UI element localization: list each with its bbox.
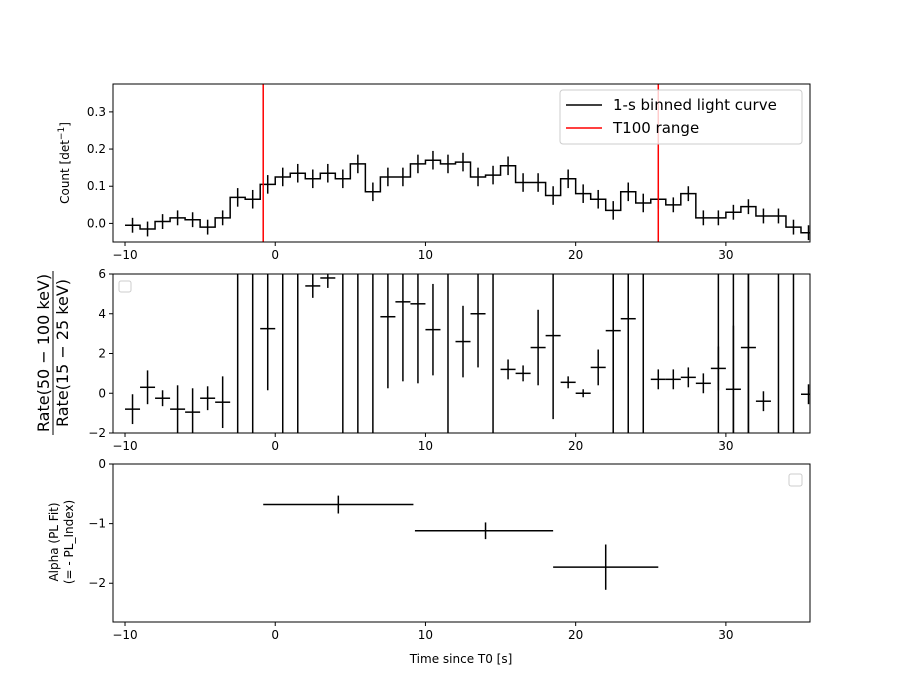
light-curve-y-axis-label-superscript: −1 xyxy=(57,127,67,140)
alpha-y-tick-label: −2 xyxy=(88,576,106,590)
light-curve-x-tick-label: 30 xyxy=(718,248,733,262)
alpha-empty-legend xyxy=(788,473,803,487)
hardness-ratio-y-label-denominator: Rate(15 − 25 keV) xyxy=(53,279,72,427)
alpha-x-tick-label: 10 xyxy=(418,628,433,642)
light-curve-y-tick-label: 0.3 xyxy=(87,105,106,119)
hardness-ratio-y-tick-label: 4 xyxy=(98,307,106,321)
light-curve-y-tick-label: 0.1 xyxy=(87,179,106,193)
legend-box xyxy=(559,89,803,145)
light-curve-x-tick-label: 0 xyxy=(271,248,279,262)
hardness-ratio-y-tick-label: −2 xyxy=(88,426,106,440)
light-curve-x-tick-label: 20 xyxy=(568,248,583,262)
hardness-ratio-plot-area xyxy=(125,274,810,433)
light-curve-axes-frame xyxy=(112,83,811,243)
alpha-panel: −10 0 10 20 30 0 −1 −2 Alpha (PL Fit) (= - PL_I… xyxy=(47,457,811,666)
alpha-x-axis-label: Time since T0 [s] xyxy=(409,652,513,666)
hardness-ratio-x-tick-label: 30 xyxy=(718,439,733,453)
light-curve-plot-area xyxy=(125,84,810,242)
alpha-x-tick-label: 30 xyxy=(718,628,733,642)
hardness-ratio-y-axis-label: Rate(50 − 100 keV) Rate(15 − 25 keV) xyxy=(34,271,72,435)
hardness-ratio-y-tick-label: 6 xyxy=(98,267,106,281)
light-curve-ticks: −10 0 10 20 30 0.0 0.1 0.2 0.3 xyxy=(87,105,734,262)
alpha-ticks: −10 0 10 20 30 0 −1 −2 xyxy=(88,457,733,642)
hardness-ratio-empty-legend xyxy=(118,280,132,293)
light-curve-legend: 1-s binned light curve T100 range xyxy=(559,89,803,145)
hardness-ratio-y-tick-label: 0 xyxy=(98,386,106,400)
alpha-x-tick-label: 0 xyxy=(271,628,279,642)
alpha-x-tick-label: 20 xyxy=(568,628,583,642)
light-curve-y-axis-label: Count [det−1] xyxy=(57,122,72,204)
alpha-y-label-line2: (= - PL_Index) xyxy=(62,500,76,584)
alpha-axes-frame xyxy=(112,463,811,623)
light-curve-x-tick-label: 10 xyxy=(418,248,433,262)
light-curve-y-axis-label-main: Count [det xyxy=(58,140,72,204)
light-curve-x-tick-label: −10 xyxy=(112,248,137,262)
hardness-ratio-x-tick-label: 20 xyxy=(568,439,583,453)
legend-label-t100: T100 range xyxy=(612,119,699,137)
light-curve-y-axis-label-end: ] xyxy=(58,122,72,127)
alpha-plot-area xyxy=(263,495,659,590)
hardness-ratio-x-tick-label: 0 xyxy=(271,439,279,453)
hardness-ratio-x-tick-label: 10 xyxy=(418,439,433,453)
light-curve-y-tick-label: 0.0 xyxy=(87,216,106,230)
hardness-ratio-y-label-numerator: Rate(50 − 100 keV) xyxy=(34,274,53,432)
alpha-y-label-line1: Alpha (PL Fit) xyxy=(47,502,61,581)
hardness-ratio-panel: −10 0 10 20 30 −2 0 2 4 6 Rate(50 − 100 keV) Rate… xyxy=(34,267,811,453)
hardness-ratio-y-tick-label: 2 xyxy=(98,347,106,361)
legend-label-light-curve: 1-s binned light curve xyxy=(613,96,777,114)
alpha-y-tick-label: 0 xyxy=(98,457,106,471)
light-curve-y-tick-label: 0.2 xyxy=(87,142,106,156)
light-curve-panel: −10 0 10 20 30 0.0 0.1 0.2 0.3 Count [det−1] 1-s… xyxy=(57,83,811,262)
hardness-ratio-ticks: −10 0 10 20 30 −2 0 2 4 6 xyxy=(88,267,733,453)
alpha-x-tick-label: −10 xyxy=(112,628,137,642)
alpha-y-tick-label: −1 xyxy=(88,517,106,531)
alpha-y-axis-label: Alpha (PL Fit) (= - PL_Index) xyxy=(47,500,76,584)
hardness-ratio-x-tick-label: −10 xyxy=(112,439,137,453)
